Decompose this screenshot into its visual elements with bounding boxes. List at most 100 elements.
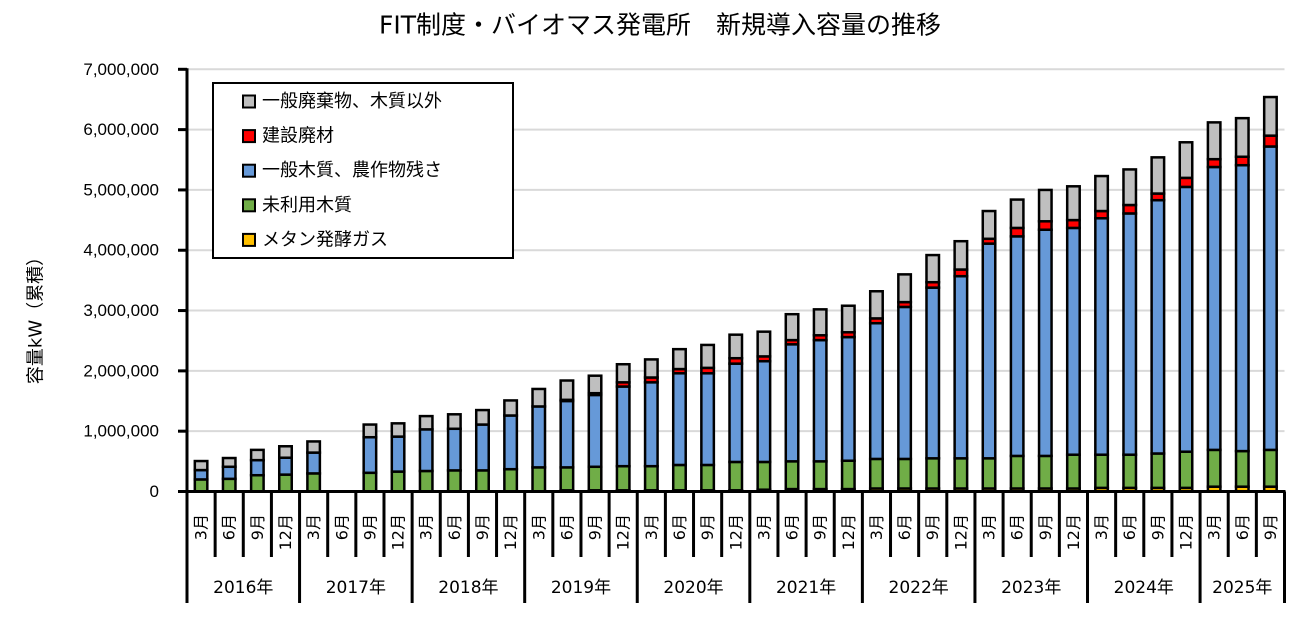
bar-segment-unused-wood [953, 457, 969, 490]
bar-stack [643, 358, 659, 493]
bar-segment-general-waste [1065, 185, 1081, 222]
bar-segment-unused-wood [390, 470, 406, 493]
bar-stack [277, 445, 293, 493]
bar-segment-general-wood [559, 399, 575, 469]
x-tick-label-month: 3月 [304, 514, 323, 540]
x-tick-label-month: 12月 [951, 514, 970, 550]
legend-label: 未利用木質 [262, 195, 352, 216]
bar-segment-unused-wood [362, 471, 378, 493]
bar-segment-unused-wood [1094, 453, 1110, 490]
bar-segment-unused-wood [418, 469, 434, 493]
bar-segment-general-wood [1150, 198, 1166, 455]
bar-stack [728, 333, 744, 493]
bar-stack [531, 387, 547, 493]
y-tick-label: 5,000,000 [83, 180, 159, 199]
bar-segment-general-wood [671, 372, 687, 467]
bar-segment-general-wood [503, 414, 519, 471]
legend-label: メタン発酵ガス [262, 229, 388, 250]
bar-segment-general-wood [306, 451, 322, 475]
bar-segment-unused-wood [306, 472, 322, 493]
x-group-label-year: 2023年 [1001, 578, 1061, 598]
bar-segment-unused-wood [1009, 454, 1025, 490]
bar-stack [418, 414, 434, 493]
bar-segment-general-wood [925, 286, 941, 460]
bar-segment-unused-wood [503, 467, 519, 493]
bar-stack [474, 408, 490, 493]
bar-segment-general-waste [756, 330, 772, 358]
x-tick-label-month: 9月 [698, 514, 717, 540]
bar-segment-general-waste [306, 440, 322, 454]
x-tick-label-month: 9月 [1261, 514, 1280, 540]
bar-stack [981, 209, 997, 493]
x-tick-label-month: 6月 [220, 514, 239, 540]
x-tick-label-month: 3月 [1205, 514, 1224, 540]
x-tick-label-month: 3月 [642, 514, 661, 540]
bar-segment-unused-wood [643, 464, 659, 492]
bar-segment-general-waste [784, 312, 800, 342]
bar-segment-unused-wood [221, 477, 237, 493]
bar-segment-general-waste [193, 459, 209, 472]
bar-stack [306, 440, 322, 493]
bar-segment-general-wood [474, 423, 490, 472]
bar-segment-general-wood [953, 274, 969, 460]
bar-segment-general-waste [1037, 188, 1053, 223]
bar-segment-general-wood [277, 456, 293, 476]
x-group-label-year: 2018年 [438, 578, 498, 598]
bar-segment-unused-wood [249, 473, 265, 493]
x-group-label-year: 2019年 [551, 578, 611, 598]
bar-segment-unused-wood [193, 478, 209, 493]
bar-stack [1122, 168, 1138, 493]
x-tick-label-month: 3月 [192, 514, 211, 540]
x-tick-label-month: 3月 [1092, 514, 1111, 540]
x-tick-label-month: 6月 [670, 514, 689, 540]
x-tick-label-month: 9月 [360, 514, 379, 540]
bar-stack [587, 374, 603, 493]
bar-stack [1150, 156, 1166, 493]
x-tick-label-month: 6月 [895, 514, 914, 540]
bar-segment-unused-wood [840, 459, 856, 491]
bar-stack [1065, 185, 1081, 493]
x-tick-label-month: 6月 [557, 514, 576, 540]
bar-segment-general-waste [559, 379, 575, 402]
x-tick-label-month: 3月 [754, 514, 773, 540]
bar-stack [1009, 198, 1025, 493]
bar-segment-unused-wood [925, 457, 941, 490]
bar-segment-general-waste [897, 273, 913, 304]
x-tick-label-month: 9月 [586, 514, 605, 540]
x-tick-label-month: 6月 [1233, 514, 1252, 540]
bar-stack [756, 330, 772, 493]
x-tick-label-month: 9月 [1148, 514, 1167, 540]
bar-segment-general-wood [756, 359, 772, 464]
x-axis: 3月 6月 9月 12月 2016年 3月 6月 9月 12月 2017年 3月 6月 9月 12月 201… [178, 490, 1286, 603]
bar-segment-unused-wood [559, 466, 575, 492]
bar-stack [953, 239, 969, 493]
bar-stack [1206, 121, 1222, 493]
x-group-label-year: 2020年 [663, 578, 723, 598]
bar-segment-unused-wood [615, 464, 631, 492]
legend-label: 一般木質、農作物残さ [262, 160, 442, 181]
bar-stack [671, 347, 687, 493]
y-tick-label: 6,000,000 [83, 120, 159, 139]
bar-segment-general-wood [390, 435, 406, 473]
bar-segment-unused-wood [671, 463, 687, 492]
y-axis-title: 容量kW（累積） [26, 248, 47, 384]
x-tick-label-month: 9月 [1036, 514, 1055, 540]
legend-swatch-icon [242, 232, 256, 247]
x-tick-label-month: 12月 [614, 514, 633, 550]
bar-stack [362, 423, 378, 493]
x-group-label-year: 2024年 [1114, 578, 1174, 598]
bar-segment-unused-wood [1178, 450, 1194, 490]
bar-segment-general-waste [868, 290, 884, 320]
legend-item: 建設廃材 [242, 126, 334, 147]
legend-swatch-icon [242, 129, 256, 144]
bar-segment-unused-wood [1065, 453, 1081, 490]
bar-segment-general-wood [531, 405, 547, 469]
bar-segment-general-waste [1262, 95, 1278, 137]
x-group-label-year: 2025年 [1212, 578, 1272, 598]
x-tick-label-month: 12月 [839, 514, 858, 550]
bar-segment-general-waste [503, 399, 519, 417]
bar-segment-general-waste [643, 358, 659, 379]
y-axis: 0 1,000,000 2,000,000 3,000,000 4,000,000 5,0… [83, 60, 189, 501]
legend-item: 未利用木質 [242, 195, 352, 216]
